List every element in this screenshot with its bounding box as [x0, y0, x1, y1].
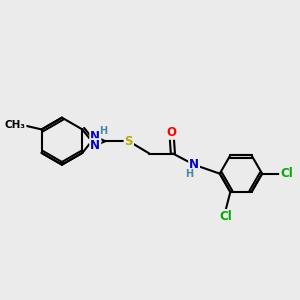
Text: H: H: [99, 127, 108, 136]
Text: N: N: [90, 130, 100, 143]
Text: N: N: [90, 139, 100, 152]
Text: O: O: [167, 126, 176, 139]
Text: S: S: [124, 135, 133, 148]
Text: CH₃: CH₃: [4, 120, 26, 130]
Text: Cl: Cl: [220, 210, 232, 223]
Text: Cl: Cl: [280, 167, 293, 180]
Text: H: H: [185, 169, 193, 178]
Text: N: N: [189, 158, 199, 171]
